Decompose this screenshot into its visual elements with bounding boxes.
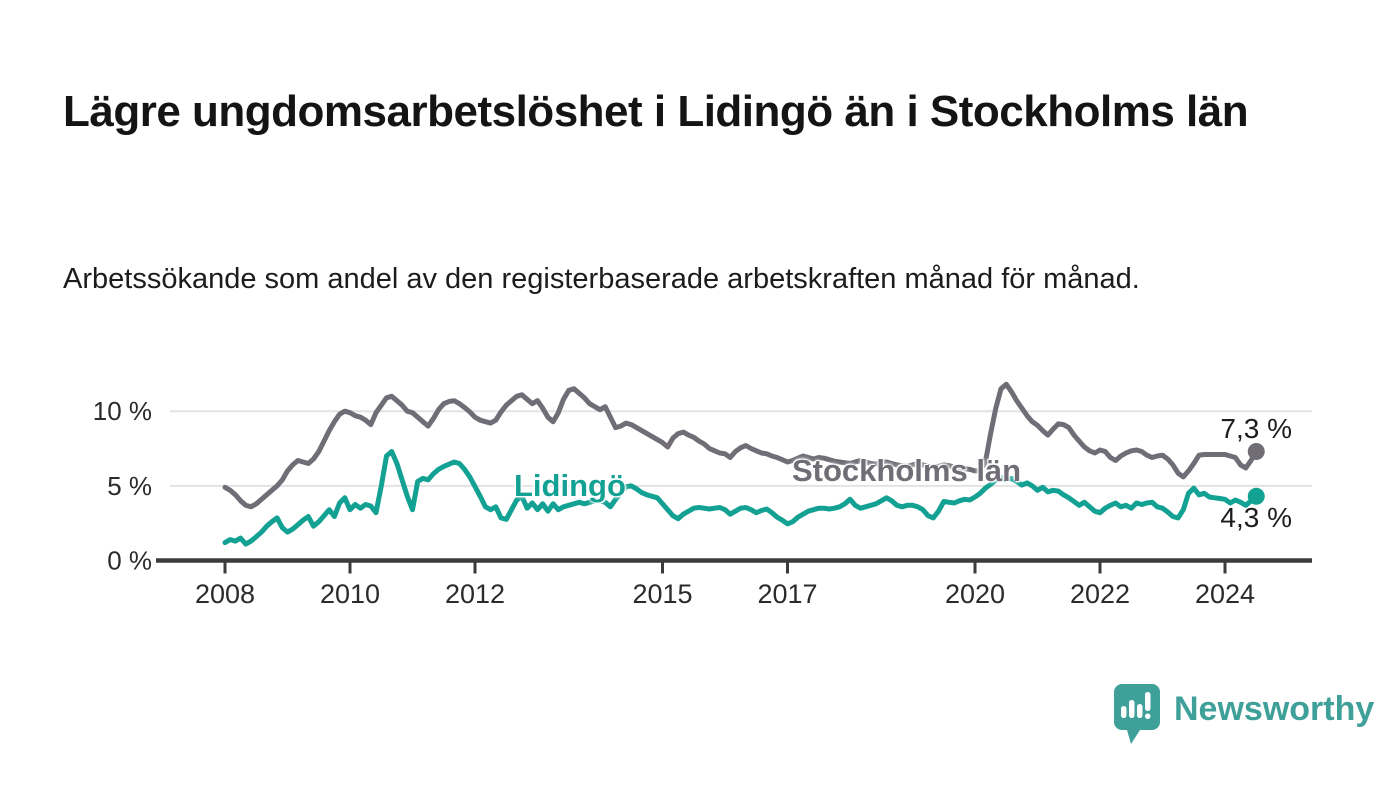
logo-exclamation-dot [1145, 713, 1151, 719]
page-subtitle: Arbetssökande som andel av den registerb… [63, 263, 1140, 295]
brand-footer: Newsworthy [1112, 682, 1374, 748]
logo-bar-1 [1121, 706, 1127, 718]
series-line-lidingo [222, 449, 1259, 547]
series-label-lidingo: Lidingö [514, 468, 626, 503]
end-dot-stockholms-lan [1247, 443, 1265, 461]
x-axis-label: 2010 [320, 579, 380, 609]
x-axis-label: 2017 [757, 579, 817, 609]
x-axis-label: 2012 [445, 579, 505, 609]
end-dot-lidingo [1247, 487, 1265, 505]
y-axis-label: 5 % [107, 471, 152, 501]
page-title: Lägre ungdomsarbetslöshet i Lidingö än i… [63, 87, 1249, 137]
y-axis-label: 10 % [93, 396, 152, 426]
logo-bar-3 [1137, 704, 1143, 718]
logo-exclamation-bar [1145, 692, 1151, 711]
x-axis-label: 2020 [945, 579, 1005, 609]
x-axis-label: 2008 [195, 579, 255, 609]
end-value-lidingo: 4,3 % [1220, 502, 1292, 533]
logo-bar-2 [1129, 700, 1135, 718]
x-axis-label: 2024 [1195, 579, 1255, 609]
y-axis-label: 0 % [107, 546, 152, 576]
brand-name: Newsworthy [1174, 690, 1375, 728]
end-value-stockholms-lan: 7,3 % [1220, 413, 1292, 444]
newsworthy-logo-icon [1114, 684, 1160, 744]
x-axis-label: 2015 [632, 579, 692, 609]
series-line-stockholms-lan [222, 381, 1259, 510]
x-axis-label: 2022 [1070, 579, 1130, 609]
series-label-stockholms-lan: Stockholms län [792, 453, 1022, 488]
